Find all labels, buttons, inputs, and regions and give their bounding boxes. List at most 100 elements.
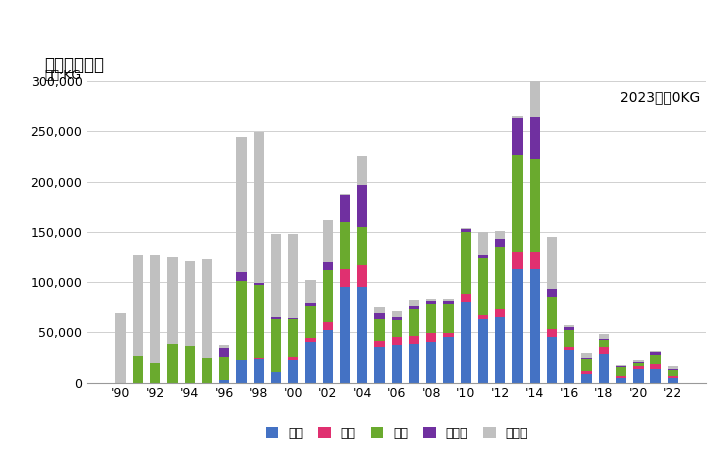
- Bar: [409, 344, 419, 382]
- Bar: [650, 364, 661, 369]
- Bar: [219, 345, 229, 348]
- Bar: [582, 371, 592, 374]
- Bar: [513, 116, 523, 118]
- Bar: [271, 234, 281, 317]
- Bar: [598, 339, 609, 340]
- Bar: [426, 304, 437, 333]
- Bar: [426, 333, 437, 342]
- Bar: [633, 369, 644, 382]
- Bar: [340, 194, 350, 222]
- Bar: [513, 252, 523, 269]
- Bar: [650, 369, 661, 382]
- Bar: [478, 315, 488, 319]
- Bar: [184, 261, 195, 346]
- Bar: [323, 262, 333, 270]
- Bar: [443, 304, 454, 333]
- Bar: [340, 222, 350, 269]
- Bar: [253, 283, 264, 284]
- Bar: [271, 373, 281, 382]
- Bar: [237, 360, 247, 382]
- Bar: [392, 311, 402, 317]
- Text: 輸出量の推移: 輸出量の推移: [44, 56, 104, 74]
- Bar: [184, 346, 195, 382]
- Bar: [616, 365, 626, 366]
- Bar: [426, 301, 437, 304]
- Bar: [668, 378, 678, 382]
- Bar: [461, 294, 471, 302]
- Bar: [323, 330, 333, 382]
- Bar: [392, 317, 402, 320]
- Bar: [392, 345, 402, 382]
- Legend: 中国, 香港, タイ, スイス, その他: 中国, 香港, タイ, スイス, その他: [261, 422, 533, 445]
- Bar: [288, 357, 298, 360]
- Bar: [547, 338, 557, 382]
- Bar: [668, 369, 678, 370]
- Text: 2023年：0KG: 2023年：0KG: [620, 90, 700, 104]
- Bar: [357, 157, 368, 184]
- Bar: [495, 309, 505, 317]
- Bar: [513, 118, 523, 155]
- Bar: [426, 342, 437, 382]
- Bar: [530, 252, 540, 269]
- Bar: [530, 117, 540, 159]
- Bar: [340, 269, 350, 287]
- Bar: [495, 247, 505, 309]
- Bar: [357, 227, 368, 265]
- Bar: [530, 269, 540, 382]
- Bar: [616, 378, 626, 382]
- Bar: [530, 159, 540, 252]
- Bar: [340, 287, 350, 382]
- Bar: [409, 306, 419, 309]
- Bar: [633, 366, 644, 369]
- Bar: [616, 367, 626, 377]
- Bar: [253, 284, 264, 358]
- Bar: [668, 366, 678, 369]
- Bar: [253, 358, 264, 360]
- Bar: [150, 364, 160, 382]
- Bar: [305, 338, 316, 342]
- Bar: [564, 325, 574, 327]
- Bar: [392, 320, 402, 338]
- Bar: [582, 374, 592, 382]
- Bar: [116, 313, 126, 382]
- Bar: [305, 280, 316, 303]
- Bar: [582, 353, 592, 358]
- Bar: [495, 317, 505, 382]
- Bar: [650, 352, 661, 356]
- Bar: [495, 231, 505, 239]
- Bar: [650, 356, 661, 364]
- Bar: [288, 360, 298, 382]
- Bar: [323, 322, 333, 330]
- Bar: [219, 381, 229, 382]
- Bar: [443, 333, 454, 338]
- Bar: [132, 356, 143, 382]
- Bar: [150, 255, 160, 364]
- Bar: [374, 313, 384, 319]
- Bar: [167, 344, 178, 382]
- Bar: [650, 351, 661, 352]
- Bar: [426, 299, 437, 301]
- Bar: [288, 318, 298, 319]
- Bar: [564, 351, 574, 382]
- Bar: [495, 239, 505, 247]
- Bar: [323, 270, 333, 322]
- Bar: [443, 301, 454, 304]
- Bar: [633, 362, 644, 364]
- Bar: [633, 360, 644, 362]
- Bar: [582, 360, 592, 371]
- Bar: [271, 372, 281, 373]
- Bar: [513, 155, 523, 252]
- Bar: [598, 334, 609, 339]
- Bar: [443, 299, 454, 301]
- Bar: [357, 184, 368, 227]
- Bar: [582, 358, 592, 360]
- Bar: [443, 338, 454, 382]
- Bar: [598, 354, 609, 382]
- Bar: [668, 370, 678, 377]
- Bar: [374, 341, 384, 347]
- Bar: [202, 259, 212, 358]
- Bar: [288, 234, 298, 318]
- Bar: [513, 269, 523, 382]
- Bar: [409, 309, 419, 336]
- Bar: [357, 265, 368, 287]
